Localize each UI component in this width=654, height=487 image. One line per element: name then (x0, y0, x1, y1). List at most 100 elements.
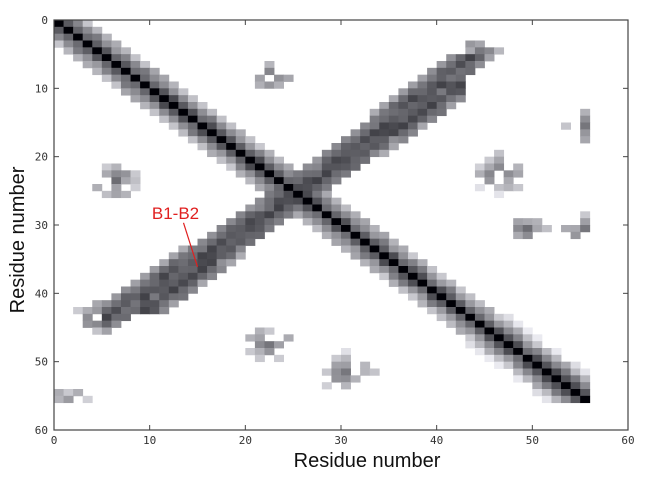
heatmap-cell (274, 190, 284, 199)
heatmap-cell (226, 225, 237, 233)
heatmap-cell (474, 348, 485, 356)
heatmap-cell (503, 184, 514, 192)
heatmap-cell (226, 252, 237, 260)
heatmap-cell (455, 61, 466, 69)
heatmap-cell (235, 149, 246, 158)
heatmap-cell (149, 67, 160, 76)
heatmap-cell (474, 313, 485, 322)
heatmap-cell (532, 375, 543, 383)
heatmap-cell (245, 204, 256, 212)
heatmap-cell (388, 245, 399, 253)
heatmap-cell (312, 177, 323, 185)
x-tick-label: 0 (51, 434, 58, 447)
heatmap-cell (321, 368, 332, 376)
heatmap-cell (551, 375, 562, 383)
heatmap-cell (187, 245, 198, 253)
x-tick-label: 60 (621, 434, 634, 447)
heatmap-cell (532, 389, 543, 397)
heatmap-cell (302, 204, 313, 212)
heatmap-cell (369, 225, 380, 233)
heatmap-cell (178, 259, 189, 267)
heatmap-cell (264, 197, 275, 205)
heatmap-cell (379, 259, 390, 267)
heatmap-cell (293, 197, 304, 205)
heatmap-cell (427, 67, 438, 76)
heatmap-cell (235, 211, 246, 219)
heatmap-cell (474, 184, 485, 192)
y-axis-label: Residue number (7, 166, 29, 314)
heatmap-cell (446, 95, 457, 103)
heatmap-cell (54, 389, 64, 397)
heatmap-cell (312, 218, 323, 226)
heatmap-cell (264, 348, 275, 356)
heatmap-cell (101, 190, 112, 199)
heatmap-cell (264, 61, 275, 69)
heatmap-cell (484, 156, 495, 164)
heatmap-cell (570, 375, 581, 383)
heatmap-cell (379, 238, 390, 246)
heatmap-cell (264, 81, 275, 89)
heatmap-cell (388, 115, 399, 123)
heatmap-cell (407, 108, 418, 117)
heatmap-cell (54, 395, 64, 404)
heatmap-cell (407, 293, 418, 301)
heatmap-cell (140, 88, 151, 96)
heatmap-cell (159, 108, 170, 117)
heatmap-cell (216, 156, 227, 164)
heatmap-cell (92, 300, 103, 308)
heatmap-cell (120, 300, 131, 308)
heatmap-cell (207, 231, 218, 240)
heatmap-cell (274, 204, 284, 212)
heatmap-cell (101, 307, 112, 315)
heatmap-cell (216, 136, 227, 144)
heatmap-cell (207, 259, 218, 267)
heatmap-cell (341, 136, 351, 144)
heatmap-cell (130, 81, 141, 89)
heatmap-cell (341, 218, 351, 226)
heatmap-cell (494, 190, 505, 199)
heatmap-cell (207, 149, 218, 158)
heatmap-cell (561, 395, 571, 404)
heatmap-cell (407, 122, 418, 130)
heatmap-cell (82, 395, 93, 404)
heatmap-cell (197, 108, 208, 117)
heatmap-cell (321, 197, 332, 205)
heatmap-cell (82, 61, 93, 69)
heatmap-cell (178, 88, 189, 96)
heatmap-cell (551, 361, 562, 369)
heatmap-cell (532, 354, 543, 363)
heatmap-cell (92, 33, 103, 41)
heatmap-cell (111, 54, 122, 62)
heatmap-cell (187, 286, 198, 294)
heatmap-cell (321, 382, 332, 390)
heatmap-cell (254, 163, 265, 171)
heatmap-cell (274, 74, 284, 82)
heatmap-cell (522, 375, 533, 383)
heatmap-cell (197, 279, 208, 287)
heatmap-cell (293, 177, 304, 185)
heatmap-cell (274, 211, 284, 219)
heatmap-cell (436, 74, 447, 82)
heatmap-cell (341, 211, 351, 219)
heatmap-cell (417, 293, 428, 301)
heatmap-cell (235, 129, 246, 137)
heatmap-cell (235, 163, 246, 171)
heatmap-cell (350, 238, 361, 246)
heatmap-cell (178, 252, 189, 260)
heatmap-cell (111, 47, 122, 55)
heatmap-cell (341, 354, 351, 363)
heatmap-cell (360, 122, 371, 130)
heatmap-cell (245, 143, 256, 151)
heatmap-cell (101, 327, 112, 335)
heatmap-cell (407, 279, 418, 287)
heatmap-cell (513, 163, 524, 171)
heatmap-cell (207, 129, 218, 137)
heatmap-cell (216, 225, 227, 233)
heatmap-cell (436, 95, 447, 103)
heatmap-cell (474, 341, 485, 349)
heatmap-cell (274, 177, 284, 185)
heatmap-cell (149, 286, 160, 294)
heatmap-cell (388, 102, 399, 110)
heatmap-cell (159, 95, 170, 103)
heatmap-cell (417, 259, 428, 267)
